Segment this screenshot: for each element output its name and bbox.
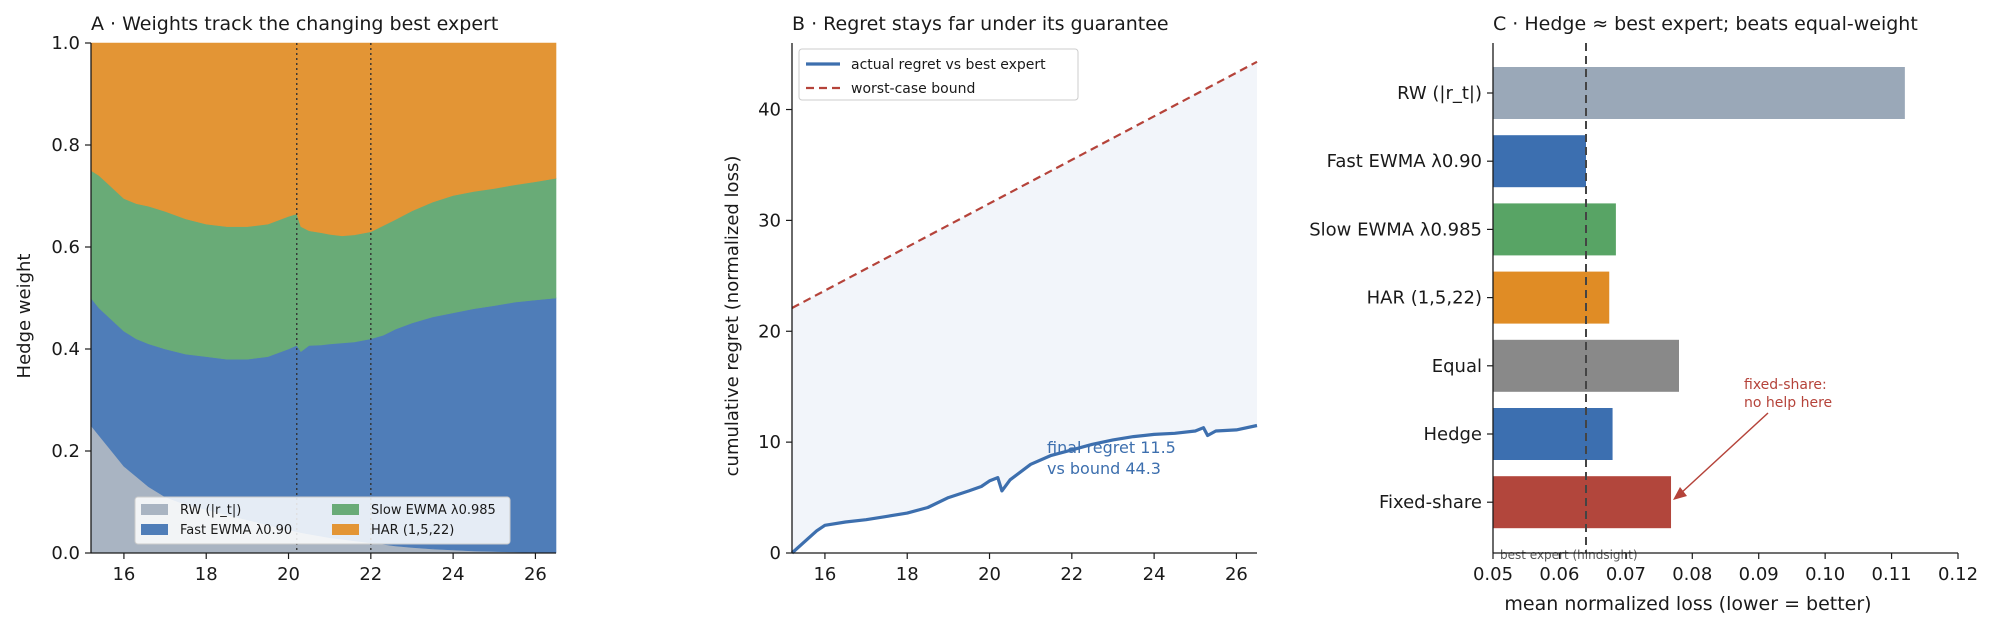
panel-c: C · Hedge ≈ best expert; beats equal-wei… [1309,13,1978,615]
regret-annotation: final regret 11.5 vs bound 44.3 [1047,438,1181,478]
panel-b-title: B · Regret stays far under its guarantee [792,13,1169,35]
panel-a-y-tick-label: 0.8 [51,135,80,156]
regret-gap-fill [792,61,1257,554]
bar-fast-ewma-0-90 [1493,135,1586,188]
panel-b-x-tick-label: 22 [1060,564,1083,585]
category-label-slow-ewma-0-985: Slow EWMA λ0.985 [1309,219,1482,240]
area-har-1-5-22 [90,42,557,237]
panel-c-x-ticks: 0.05 0.06 0.07 0.08 0.09 0.10 0.11 0.12 [1473,553,1978,585]
regret-annotation-line-1: final regret 11.5 [1047,438,1176,457]
regret-line [790,423,1258,555]
panel-a-x-tick-label: 26 [524,564,547,585]
panel-a-y-tick-label: 0.6 [51,237,80,258]
panel-b-y-tick-label: 30 [758,210,781,231]
legend-label-rw: RW (|r_t|) [180,503,241,518]
panel-b-y-tick-label: 0 [770,543,781,564]
category-label-fast-ewma-0-90: Fast EWMA λ0.90 [1327,151,1482,172]
best-expert-label: best expert (hindsight) [1500,548,1638,562]
panel-c-x-tick-label: 0.11 [1872,564,1912,585]
panel-b-x-tick-label: 16 [813,564,836,585]
panel-b-x-ticks: 16 18 20 22 24 26 [813,553,1248,585]
panel-a-y-tick-label: 0.0 [51,543,80,564]
category-label-fixed-share: Fixed-share [1379,492,1482,513]
category-label-rw-r-t: RW (|r_t|) [1397,83,1482,104]
panel-a-x-tick-label: 16 [112,564,135,585]
panel-a-x-ticks: 16 18 20 22 24 26 [112,553,547,585]
legend-label-fast-ewma: Fast EWMA λ0.90 [180,523,292,538]
bar-hedge [1493,408,1613,460]
fixed-share-arrow-head [1673,487,1687,500]
panel-a-x-tick-label: 22 [359,564,382,585]
bar-slow-ewma-0-985 [1493,203,1616,256]
panel-c-x-tick-label: 0.10 [1805,564,1845,585]
fixed-share-annotation-line-2: no help here [1744,395,1832,411]
fixed-share-annotation-line-1: fixed-share: [1744,377,1827,393]
regret-annotation-line-2: vs bound 44.3 [1047,459,1161,478]
panel-a-legend-frame [134,496,511,545]
panel-a-stacked-areas [90,42,557,554]
panel-a-x-tick-label: 20 [277,564,300,585]
panel-a-ylabel: Hedge weight [14,254,35,379]
legend-swatch-fast-ewma [141,524,168,535]
legend-swatch-rw [141,504,168,515]
panel-a: A · Weights track the changing best expe… [14,13,557,585]
panel-c-x-tick-label: 0.05 [1473,564,1513,585]
legend-swatch-slow-ewma [332,504,359,515]
bar-fixed-share [1493,476,1672,529]
panel-b-x-tick-label: 18 [896,564,919,585]
panel-b-ylabel: cumulative regret (normalized loss) [722,156,743,477]
panel-c-x-tick-label: 0.07 [1606,564,1646,585]
category-label-hedge: Hedge [1423,424,1482,445]
panel-c-xlabel: mean normalized loss (lower = better) [1504,593,1871,615]
panel-c-x-tick-label: 0.09 [1739,564,1779,585]
panel-b-y-tick-label: 20 [758,321,781,342]
category-label-har-1-5-22: HAR (1,5,22) [1367,288,1482,309]
legend-swatch-har [332,524,359,535]
panel-a-y-tick-label: 0.2 [51,441,80,462]
panel-b-x-tick-label: 26 [1225,564,1248,585]
fixed-share-arrow-shaft [1679,412,1769,495]
panel-a-x-tick-label: 18 [195,564,218,585]
panel-c-x-tick-label: 0.06 [1539,564,1579,585]
panel-c-title: C · Hedge ≈ best expert; beats equal-wei… [1493,13,1918,35]
bar-har-1-5-22 [1493,271,1610,324]
panel-c-x-tick-label: 0.12 [1938,564,1978,585]
legend-label-bound: worst-case bound [851,81,975,97]
panel-a-y-ticks: 0.0 0.2 0.4 0.6 0.8 1.0 [51,33,91,564]
panel-b-y-tick-label: 40 [758,100,781,121]
panel-a-legend: RW (|r_t|) Fast EWMA λ0.90 Slow EWMA λ0.… [134,496,511,545]
best-expert-reference: best expert (hindsight) [1500,43,1638,562]
bound-line [791,60,1258,309]
legend-label-regret: actual regret vs best expert [851,57,1046,73]
panel-b-y-tick-label: 10 [758,432,781,453]
panel-b-y-ticks: 0 10 20 30 40 [758,100,792,564]
panel-a-y-tick-label: 0.4 [51,339,80,360]
panel-c-x-tick-label: 0.08 [1672,564,1712,585]
bar-rw-r-t [1493,67,1905,119]
panel-b-x-tick-label: 24 [1143,564,1166,585]
panel-b: B · Regret stays far under its guarantee… [722,13,1258,585]
panel-a-regime-lines [296,43,372,553]
panel-a-y-tick-label: 1.0 [51,33,80,54]
panel-a-x-tick-label: 24 [442,564,465,585]
fixed-share-annotation: fixed-share: no help here [1744,377,1832,411]
panel-a-title: A · Weights track the changing best expe… [91,13,498,35]
panel-c-bars: RW (|r_t|) Fast EWMA λ0.90 Slow EWMA λ0.98… [1309,67,1905,529]
panel-b-legend-frame [798,48,1079,101]
panel-b-legend: actual regret vs best expert worst-case … [798,48,1079,101]
legend-label-slow-ewma: Slow EWMA λ0.985 [371,503,496,518]
legend-label-har: HAR (1,5,22) [371,523,454,538]
category-label-equal: Equal [1432,356,1482,377]
panel-b-x-tick-label: 20 [978,564,1001,585]
